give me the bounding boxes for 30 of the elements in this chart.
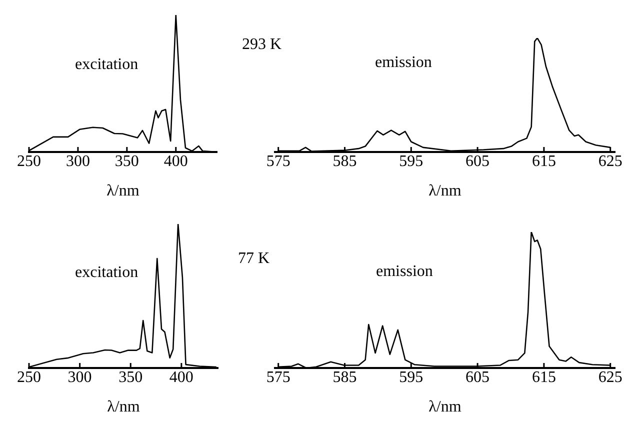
x-tick-label: 585: [332, 152, 357, 170]
x-tick-label: 575: [266, 152, 290, 170]
x-tick-label: 350: [118, 368, 143, 386]
x-tick-label: 625: [598, 368, 622, 386]
x-tick-label: 400: [164, 152, 188, 170]
x-tick-label: 250: [17, 368, 41, 386]
x-tick-label: 300: [66, 152, 90, 170]
annotation: excitation: [75, 264, 138, 282]
x-axis-title: λ/nm: [428, 182, 462, 200]
x-axis-title: λ/nm: [428, 398, 462, 416]
annotation: 293 K: [242, 36, 282, 54]
x-tick-label: 605: [466, 152, 490, 170]
annotation: emission: [376, 263, 433, 280]
annotation: emission: [375, 54, 432, 72]
x-tick-label: 595: [399, 152, 424, 170]
text: 77 K: [238, 250, 270, 268]
x-axis-title: λ/nm: [107, 398, 140, 416]
x-tick-label: 615: [532, 152, 556, 170]
x-tick-label: 400: [169, 368, 194, 386]
annotation: excitation: [75, 56, 138, 74]
x-tick-label: 350: [114, 152, 139, 170]
x-tick-label: 605: [466, 368, 490, 386]
x-tick-label: 585: [332, 368, 357, 386]
x-axis-title: λ/nm: [106, 182, 140, 200]
x-tick-label: 300: [68, 368, 92, 386]
x-tick-label: 625: [598, 152, 622, 170]
x-tick-label: 595: [399, 368, 424, 386]
x-tick-label: 575: [266, 368, 290, 386]
x-tick-label: 250: [17, 152, 41, 170]
x-tick-label: 615: [532, 368, 556, 386]
